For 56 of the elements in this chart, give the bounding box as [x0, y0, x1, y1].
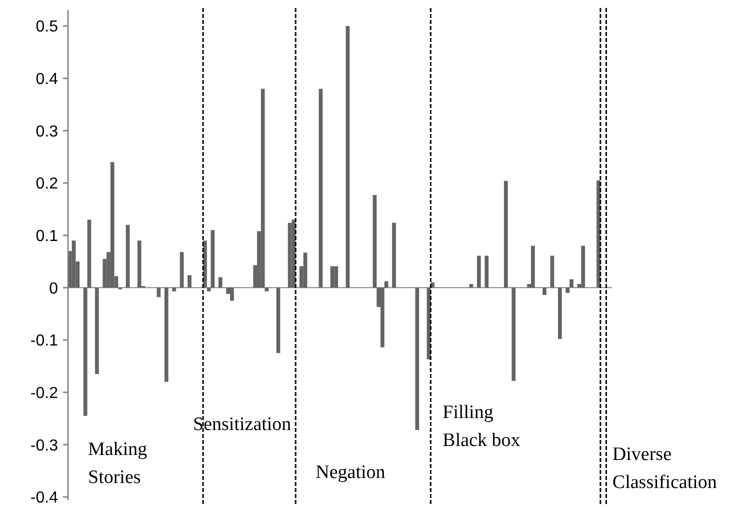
bar [380, 288, 384, 348]
bar [95, 288, 99, 374]
bar [318, 88, 323, 288]
annotation: Making Stories [88, 439, 148, 488]
y-tick-label: 0.2 [36, 176, 58, 193]
bar [156, 288, 161, 298]
bar [83, 288, 88, 416]
text: Diverse Classification [612, 444, 718, 493]
y-tick-label: -0.4 [30, 490, 58, 507]
annotation: Filling Black box [442, 402, 521, 451]
bar [180, 252, 184, 288]
bar [164, 288, 168, 382]
bar [264, 288, 269, 292]
bar [206, 288, 211, 292]
bar [334, 266, 338, 288]
bar [415, 288, 420, 430]
y-tick-label: -0.1 [30, 332, 58, 350]
bar [550, 256, 554, 288]
bar [188, 275, 192, 288]
bar [372, 195, 377, 288]
bar [87, 220, 92, 288]
bar [530, 246, 535, 288]
annotation: Negation [316, 462, 386, 483]
y-tick-label: 0.1 [36, 228, 58, 245]
bar [210, 230, 215, 288]
bar [126, 224, 130, 288]
bar [260, 88, 265, 288]
bar [72, 240, 76, 288]
y-tick-label: 0 [49, 280, 58, 298]
bar [172, 288, 176, 292]
bar [512, 288, 516, 381]
bar [276, 288, 280, 354]
y-tick-label: 0.5 [36, 18, 58, 36]
bar [137, 240, 142, 288]
bar [288, 222, 292, 288]
bar [581, 246, 585, 288]
bar [566, 288, 570, 293]
bar [476, 256, 481, 288]
y-tick-label: 0.4 [36, 70, 58, 88]
bar [303, 252, 308, 288]
bar [570, 279, 574, 288]
bar [469, 284, 474, 288]
bar [504, 180, 508, 288]
y-tick-label: -0.3 [30, 437, 58, 454]
bar [542, 288, 546, 295]
bar [218, 277, 222, 288]
bar [230, 288, 234, 301]
annotation: Sensitization [193, 414, 292, 435]
bar [558, 288, 562, 339]
bar [330, 266, 334, 288]
y-tick-label: -0.2 [30, 384, 58, 402]
bar [484, 256, 489, 288]
bar [392, 222, 396, 288]
y-tick-label: 0.3 [36, 123, 58, 140]
bar [110, 162, 114, 288]
bar [346, 26, 350, 288]
